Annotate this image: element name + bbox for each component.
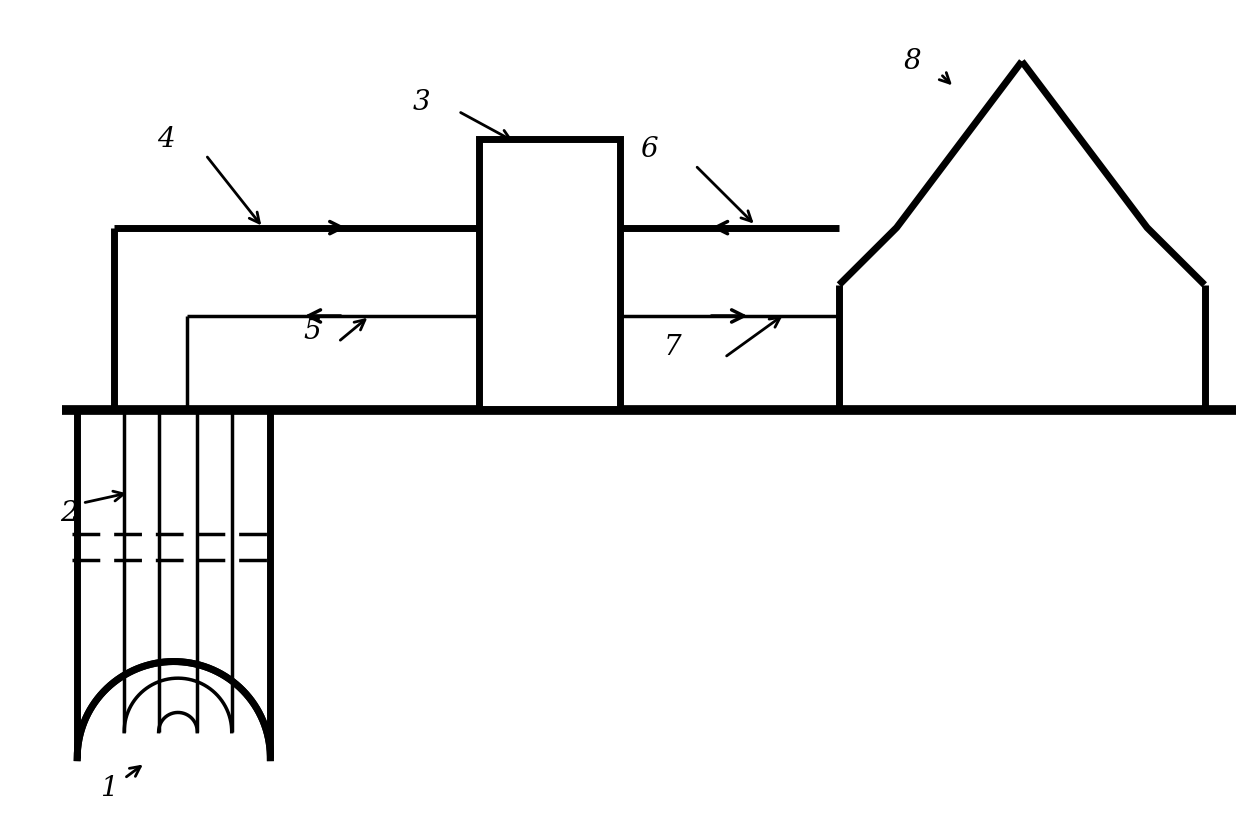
Text: 8: 8	[904, 48, 921, 75]
Text: 7: 7	[663, 333, 681, 360]
Text: 5: 5	[304, 318, 321, 345]
Bar	[479, 139, 620, 410]
Text: 6: 6	[640, 136, 658, 163]
Text: 4: 4	[157, 126, 175, 153]
Text: 1: 1	[99, 776, 118, 803]
Text: 3: 3	[413, 89, 430, 116]
Text: 2: 2	[60, 500, 78, 527]
